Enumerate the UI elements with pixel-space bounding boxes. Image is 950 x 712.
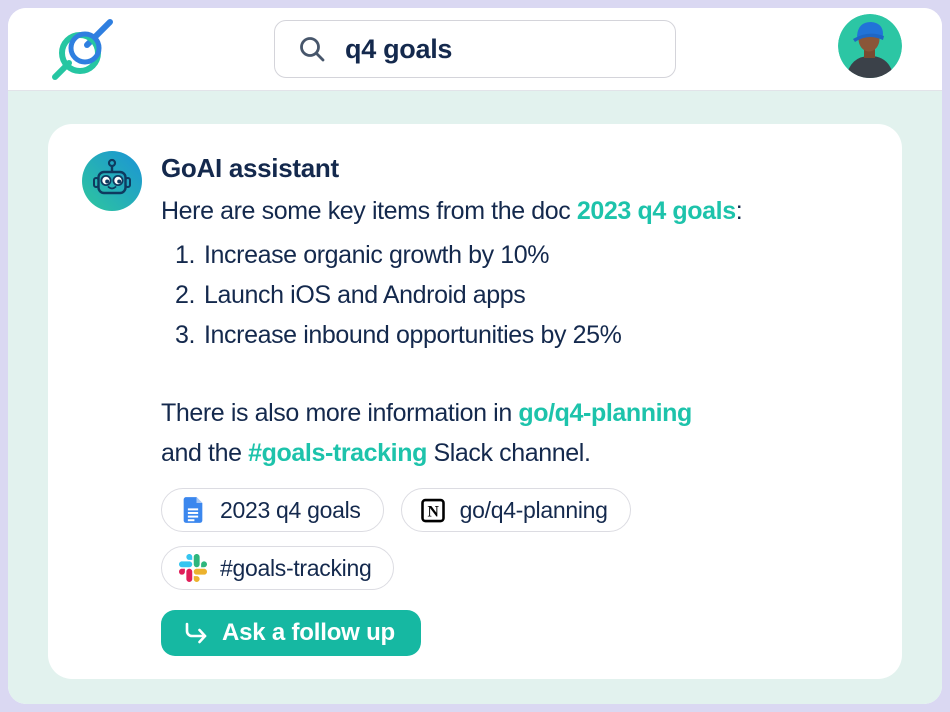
source-chip-google-doc[interactable]: 2023 q4 goals — [161, 488, 384, 532]
intro-text: Here are some key items from the doc — [161, 197, 577, 225]
source-chip-slack[interactable]: #goals-tracking — [161, 546, 395, 590]
list-item-number: 3. — [175, 321, 196, 349]
goai-answer-card: GoAI assistant Here are some key items f… — [48, 124, 902, 679]
google-docs-icon — [183, 497, 203, 523]
svg-text:N: N — [427, 504, 439, 521]
source-chips-row-2: #goals-tracking — [161, 546, 395, 590]
list-item-number: 2. — [175, 281, 196, 309]
source-chip-notion[interactable]: N go/q4-planning — [400, 488, 631, 532]
list-item-number: 1. — [175, 241, 196, 269]
slack-channel-link[interactable]: #goals-tracking — [248, 439, 427, 467]
list-item: 2. Launch iOS and Android apps — [175, 275, 905, 315]
source-chips-row-1: 2023 q4 goals N go/q4-planning — [161, 488, 631, 532]
golink-link[interactable]: go/q4-planning — [518, 399, 692, 427]
more-info-text: Slack channel. — [426, 439, 591, 467]
follow-up-arrow-icon — [185, 622, 207, 644]
robot-icon — [82, 151, 142, 211]
content-area: GoAI assistant Here are some key items f… — [8, 91, 942, 704]
chip-label: 2023 q4 goals — [220, 496, 361, 523]
list-item-text: Increase organic growth by 10% — [204, 241, 550, 269]
more-info-text: and the — [161, 439, 249, 467]
answer-more-info: There is also more information in go/q4-… — [161, 393, 891, 473]
list-item: 1. Increase organic growth by 10% — [175, 235, 905, 275]
search-box[interactable] — [274, 20, 676, 78]
user-avatar[interactable] — [838, 14, 902, 78]
chip-label: #goals-tracking — [220, 554, 372, 581]
chip-label: go/q4-planning — [459, 496, 608, 523]
slack-icon — [179, 554, 207, 582]
assistant-name: GoAI assistant — [161, 153, 339, 183]
ask-follow-up-button[interactable]: Ask a follow up — [161, 610, 422, 656]
answer-intro-line: Here are some key items from the doc 202… — [161, 191, 891, 231]
app-window: GoAI assistant Here are some key items f… — [8, 8, 942, 704]
list-item-text: Launch iOS and Android apps — [204, 281, 526, 309]
follow-up-label: Ask a follow up — [222, 619, 396, 646]
list-item-text: Increase inbound opportunities by 25% — [204, 321, 622, 349]
notion-icon: N — [420, 498, 445, 523]
more-info-text: There is also more information in — [161, 399, 519, 427]
doc-link[interactable]: 2023 q4 goals — [576, 197, 736, 225]
list-item: 3. Increase inbound opportunities by 25% — [175, 315, 905, 355]
search-icon — [297, 34, 327, 64]
search-input[interactable] — [343, 20, 675, 78]
golinks-logo-icon[interactable] — [50, 16, 116, 82]
top-bar — [8, 8, 942, 91]
intro-colon: : — [735, 197, 743, 225]
